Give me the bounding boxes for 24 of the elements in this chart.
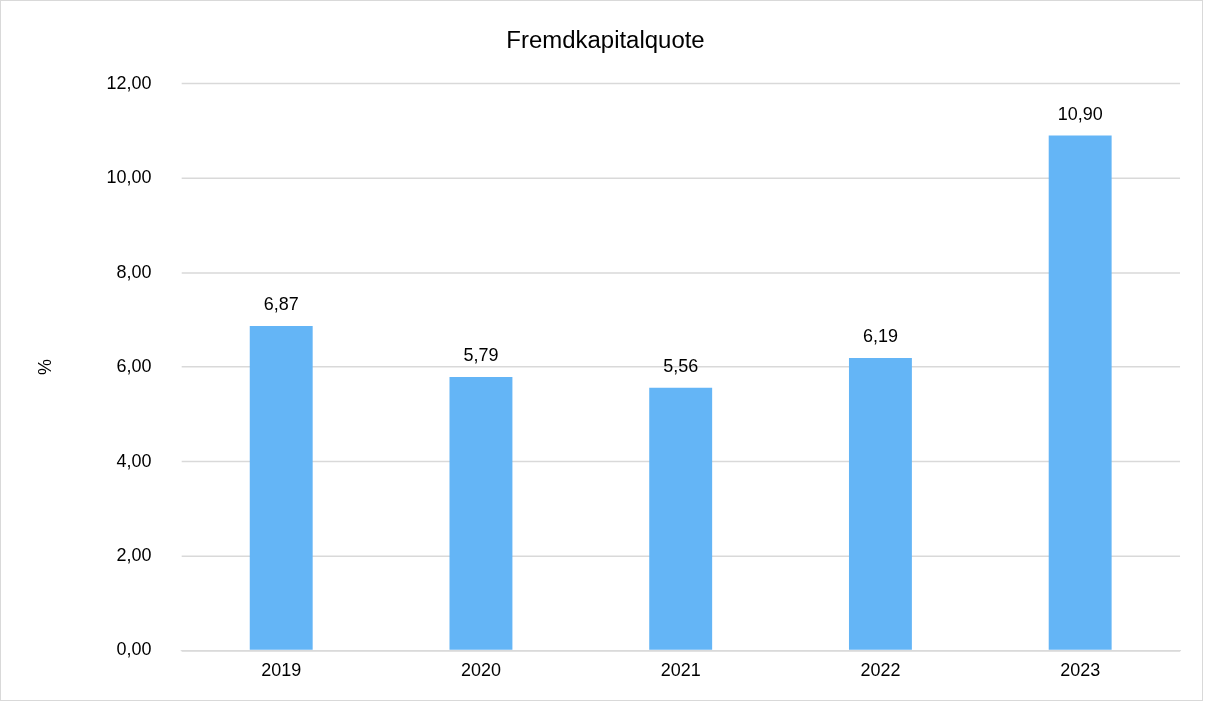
- data-label: 5,56: [663, 355, 699, 376]
- y-tick-label: 12,00: [106, 72, 152, 93]
- x-tick-label: 2021: [660, 660, 701, 681]
- y-tick-label: 6,00: [116, 356, 152, 376]
- chart-title: Fremdkapitalquote: [506, 25, 705, 53]
- bar: [1048, 135, 1112, 650]
- y-tick-label: 2,00: [116, 545, 152, 565]
- data-label: 6,87: [263, 293, 299, 314]
- y-tick-label: 8,00: [116, 261, 152, 282]
- x-tick-label: 2019: [261, 660, 302, 681]
- data-label: 10,90: [1057, 103, 1103, 124]
- y-tick-label: 0,00: [116, 639, 152, 660]
- x-tick-label: 2022: [860, 660, 901, 681]
- y-tick-label: 10,00: [106, 167, 152, 188]
- bar: [649, 387, 713, 650]
- x-tick-label: 2020: [460, 660, 501, 681]
- bar: [249, 325, 313, 650]
- bar: [848, 358, 912, 650]
- x-tick-label: 2023: [1060, 660, 1101, 681]
- data-label: 5,79: [463, 345, 499, 365]
- bar: [449, 376, 513, 650]
- data-label: 6,19: [862, 326, 898, 347]
- y-axis-title: %: [34, 359, 55, 376]
- y-tick-label: 4,00: [116, 450, 152, 471]
